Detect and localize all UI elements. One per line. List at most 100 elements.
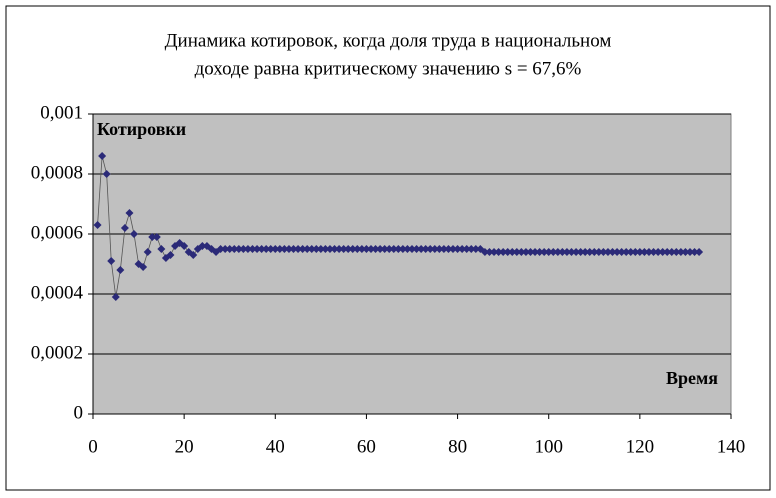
- data-point: [576, 248, 585, 256]
- data-point: [690, 248, 699, 256]
- x-tick-label: 20: [175, 436, 194, 457]
- data-point: [517, 248, 526, 256]
- data-point: [654, 248, 663, 256]
- data-point: [408, 245, 416, 253]
- data-point: [284, 245, 293, 253]
- data-point: [330, 245, 339, 253]
- data-point: [599, 248, 608, 256]
- data-point: [590, 248, 599, 256]
- data-point: [549, 248, 558, 256]
- data-point: [262, 245, 271, 253]
- data-point: [667, 248, 676, 256]
- data-point: [275, 245, 284, 253]
- data-point: [503, 248, 512, 256]
- data-point: [312, 245, 321, 253]
- data-point: [458, 245, 467, 253]
- data-point: [280, 245, 289, 253]
- data-point: [221, 245, 230, 253]
- chart-title: доходе равна критическому значению s = 6…: [195, 58, 582, 79]
- data-point: [230, 245, 239, 253]
- data-point: [307, 245, 316, 253]
- data-point: [130, 230, 139, 238]
- data-point: [189, 251, 198, 259]
- x-tick-label: 80: [448, 436, 467, 457]
- data-point: [540, 248, 549, 256]
- data-point: [494, 248, 503, 256]
- data-point: [626, 248, 635, 256]
- data-point: [640, 248, 649, 256]
- data-point: [380, 245, 389, 253]
- data-point: [376, 245, 385, 253]
- data-point: [508, 248, 517, 256]
- data-point: [253, 245, 262, 253]
- data-point: [644, 248, 653, 256]
- data-point: [266, 245, 275, 253]
- data-point: [257, 245, 266, 253]
- data-point: [148, 233, 157, 241]
- y-tick-label: 0,0002: [31, 342, 83, 363]
- data-point: [544, 248, 553, 256]
- data-point: [558, 248, 567, 256]
- data-point: [631, 248, 640, 256]
- data-point: [107, 257, 116, 265]
- data-point: [562, 248, 571, 256]
- data-point: [143, 248, 152, 256]
- data-point: [635, 248, 644, 256]
- data-point: [225, 245, 234, 253]
- data-point: [344, 245, 353, 253]
- data-point: [234, 245, 243, 253]
- data-point: [512, 248, 521, 256]
- data-point: [462, 245, 471, 253]
- data-point: [681, 248, 690, 256]
- x-axis-label: Время: [666, 368, 718, 388]
- data-point: [139, 263, 148, 271]
- y-tick-label: 0,0008: [31, 162, 83, 183]
- data-point: [294, 245, 303, 253]
- data-point: [531, 248, 540, 256]
- data-point: [430, 245, 439, 253]
- data-point: [120, 224, 129, 232]
- data-point: [485, 248, 494, 256]
- data-point: [371, 245, 380, 253]
- data-point: [449, 245, 458, 253]
- data-point: [617, 248, 626, 256]
- data-point: [98, 152, 107, 160]
- data-point: [444, 245, 453, 253]
- data-point: [658, 248, 667, 256]
- x-tick-label: 140: [717, 436, 746, 457]
- data-point: [362, 245, 371, 253]
- x-tick-label: 40: [266, 436, 285, 457]
- data-point: [581, 248, 590, 256]
- data-point: [243, 245, 252, 253]
- data-point: [125, 209, 134, 217]
- data-point: [394, 245, 403, 253]
- y-tick-label: 0,0004: [31, 282, 84, 303]
- data-point: [535, 248, 544, 256]
- x-tick-label: 60: [357, 436, 376, 457]
- data-point: [111, 293, 120, 301]
- data-point: [357, 245, 366, 253]
- data-point: [572, 248, 581, 256]
- data-point: [325, 245, 334, 253]
- data-point: [385, 245, 394, 253]
- data-point: [685, 248, 694, 256]
- y-tick-label: 0,001: [40, 102, 83, 123]
- data-point: [321, 245, 330, 253]
- data-point: [389, 245, 398, 253]
- data-point: [116, 266, 125, 274]
- data-point: [353, 245, 362, 253]
- data-point: [567, 248, 576, 256]
- data-point: [663, 248, 672, 256]
- chart-title: Динамика котировок, когда доля труда в н…: [165, 30, 612, 51]
- x-tick-label: 0: [88, 436, 98, 457]
- data-point: [216, 245, 225, 253]
- data-point: [335, 245, 344, 253]
- data-point: [467, 245, 476, 253]
- data-point: [239, 245, 248, 253]
- data-point: [403, 245, 412, 253]
- data-point: [93, 221, 102, 229]
- data-point: [453, 245, 462, 253]
- data-point: [417, 245, 426, 253]
- data-point: [421, 245, 430, 253]
